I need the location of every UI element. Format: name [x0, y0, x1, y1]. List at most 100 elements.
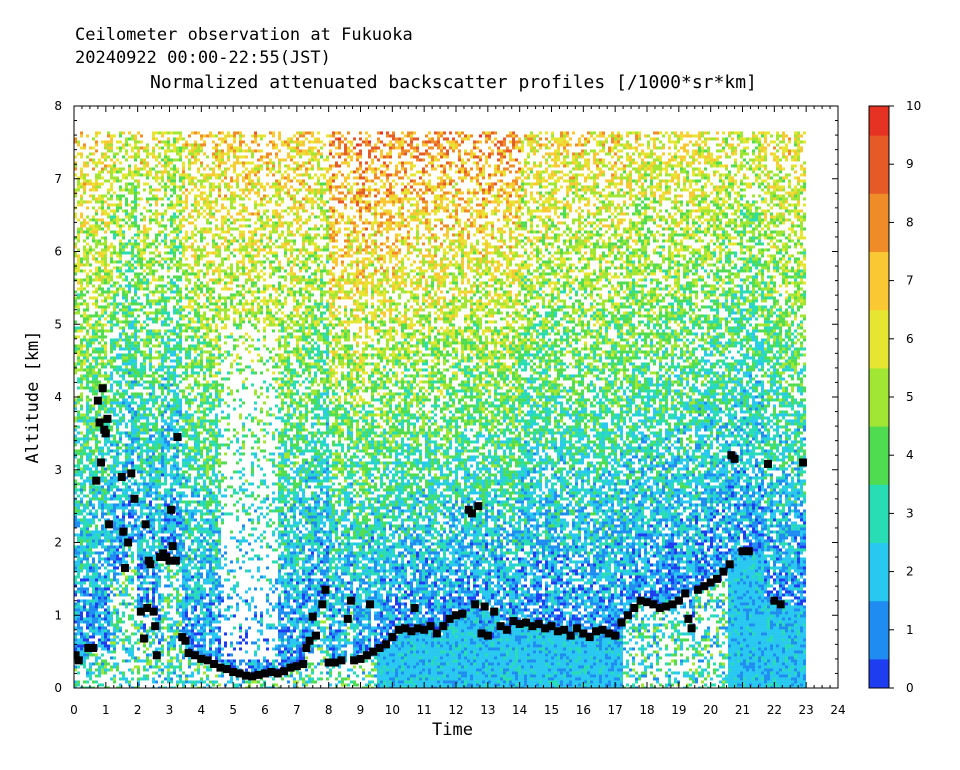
heatmap-cell	[200, 146, 203, 150]
heatmap-cell	[104, 194, 107, 198]
heatmap-cell	[533, 134, 536, 138]
heatmap-cell	[641, 194, 644, 198]
heatmap-cell	[389, 191, 392, 195]
heatmap-cell	[683, 212, 686, 216]
heatmap-cell	[200, 143, 203, 147]
heatmap-cell	[584, 161, 587, 165]
heatmap-cell	[674, 197, 677, 201]
heatmap-cell	[446, 224, 449, 228]
heatmap-cell	[284, 140, 287, 144]
heatmap-cell	[734, 149, 737, 153]
heatmap-cell	[251, 185, 254, 189]
heatmap-cell	[563, 230, 566, 234]
heatmap-cell	[416, 146, 419, 150]
heatmap-cell	[467, 170, 470, 174]
heatmap-cell	[485, 212, 488, 216]
heatmap-cell	[548, 215, 551, 219]
heatmap-cell	[419, 176, 422, 180]
heatmap-cell	[746, 200, 749, 204]
heatmap-cell	[263, 161, 266, 165]
heatmap-cell	[338, 197, 341, 201]
heatmap-cell	[461, 209, 464, 213]
heatmap-cell	[125, 209, 128, 213]
heatmap-cell	[425, 209, 428, 213]
heatmap-cell	[770, 215, 773, 219]
heatmap-cell	[734, 131, 737, 135]
heatmap-cell	[425, 221, 428, 225]
heatmap-cell	[242, 233, 245, 237]
heatmap-cell	[440, 146, 443, 150]
heatmap-cell	[95, 131, 98, 135]
heatmap-cell	[170, 203, 173, 207]
heatmap-cell	[269, 140, 272, 144]
heatmap-cell	[674, 239, 677, 243]
heatmap-cell	[629, 146, 632, 150]
heatmap-cell	[722, 146, 725, 150]
heatmap-cell	[155, 236, 158, 240]
heatmap-cell	[560, 161, 563, 165]
heatmap-cell	[161, 197, 164, 201]
heatmap-cell	[647, 173, 650, 177]
heatmap-cell	[242, 161, 245, 165]
heatmap-cell	[422, 152, 425, 156]
heatmap-cell	[644, 218, 647, 222]
heatmap-cell	[302, 197, 305, 201]
heatmap-cell	[377, 191, 380, 195]
heatmap-cell	[335, 245, 338, 249]
heatmap-cell	[569, 137, 572, 141]
heatmap-cell	[653, 194, 656, 198]
heatmap-cell	[398, 239, 401, 243]
heatmap-cell	[155, 197, 158, 201]
heatmap-cell	[485, 161, 488, 165]
heatmap-cell	[458, 242, 461, 246]
heatmap-cell	[452, 227, 455, 231]
heatmap-cell	[182, 191, 185, 195]
heatmap-cell	[287, 206, 290, 210]
heatmap-cell	[686, 230, 689, 234]
heatmap-cell	[650, 215, 653, 219]
heatmap-cell	[572, 176, 575, 180]
heatmap-cell	[416, 230, 419, 234]
backscatter-heatmap	[74, 131, 806, 688]
heatmap-cell	[371, 170, 374, 174]
heatmap-cell	[287, 194, 290, 198]
heatmap-cell	[395, 140, 398, 144]
heatmap-cell	[170, 239, 173, 243]
heatmap-cell	[683, 185, 686, 189]
heatmap-cell	[725, 140, 728, 144]
heatmap-cell	[617, 167, 620, 171]
heatmap-cell	[134, 242, 137, 246]
heatmap-cell	[251, 134, 254, 138]
heatmap-cell	[449, 167, 452, 171]
heatmap-cell	[680, 158, 683, 162]
heatmap-cell	[269, 224, 272, 228]
heatmap-cell	[389, 143, 392, 147]
heatmap-cell	[332, 176, 335, 180]
heatmap-cell	[449, 239, 452, 243]
heatmap-cell	[602, 140, 605, 144]
heatmap-cell	[326, 134, 329, 138]
heatmap-cell	[545, 197, 548, 201]
heatmap-cell	[410, 131, 413, 135]
heatmap-cell	[122, 224, 125, 228]
heatmap-cell	[212, 236, 215, 240]
heatmap-cell	[653, 176, 656, 180]
heatmap-cell	[773, 182, 776, 186]
heatmap-cell	[92, 236, 95, 240]
heatmap-cell	[683, 188, 686, 192]
heatmap-cell	[701, 134, 704, 138]
heatmap-cell	[665, 209, 668, 213]
heatmap-cell	[149, 185, 152, 189]
heatmap-cell	[452, 137, 455, 141]
heatmap-cell	[665, 167, 668, 171]
heatmap-cell	[458, 233, 461, 237]
heatmap-cell	[437, 197, 440, 201]
heatmap-cell	[92, 185, 95, 189]
heatmap-cell	[356, 239, 359, 243]
heatmap-cell	[701, 212, 704, 216]
heatmap-cell	[305, 188, 308, 192]
heatmap-cell	[296, 137, 299, 141]
heatmap-cell	[575, 179, 578, 183]
heatmap-cell	[653, 233, 656, 237]
heatmap-cell	[149, 188, 152, 192]
